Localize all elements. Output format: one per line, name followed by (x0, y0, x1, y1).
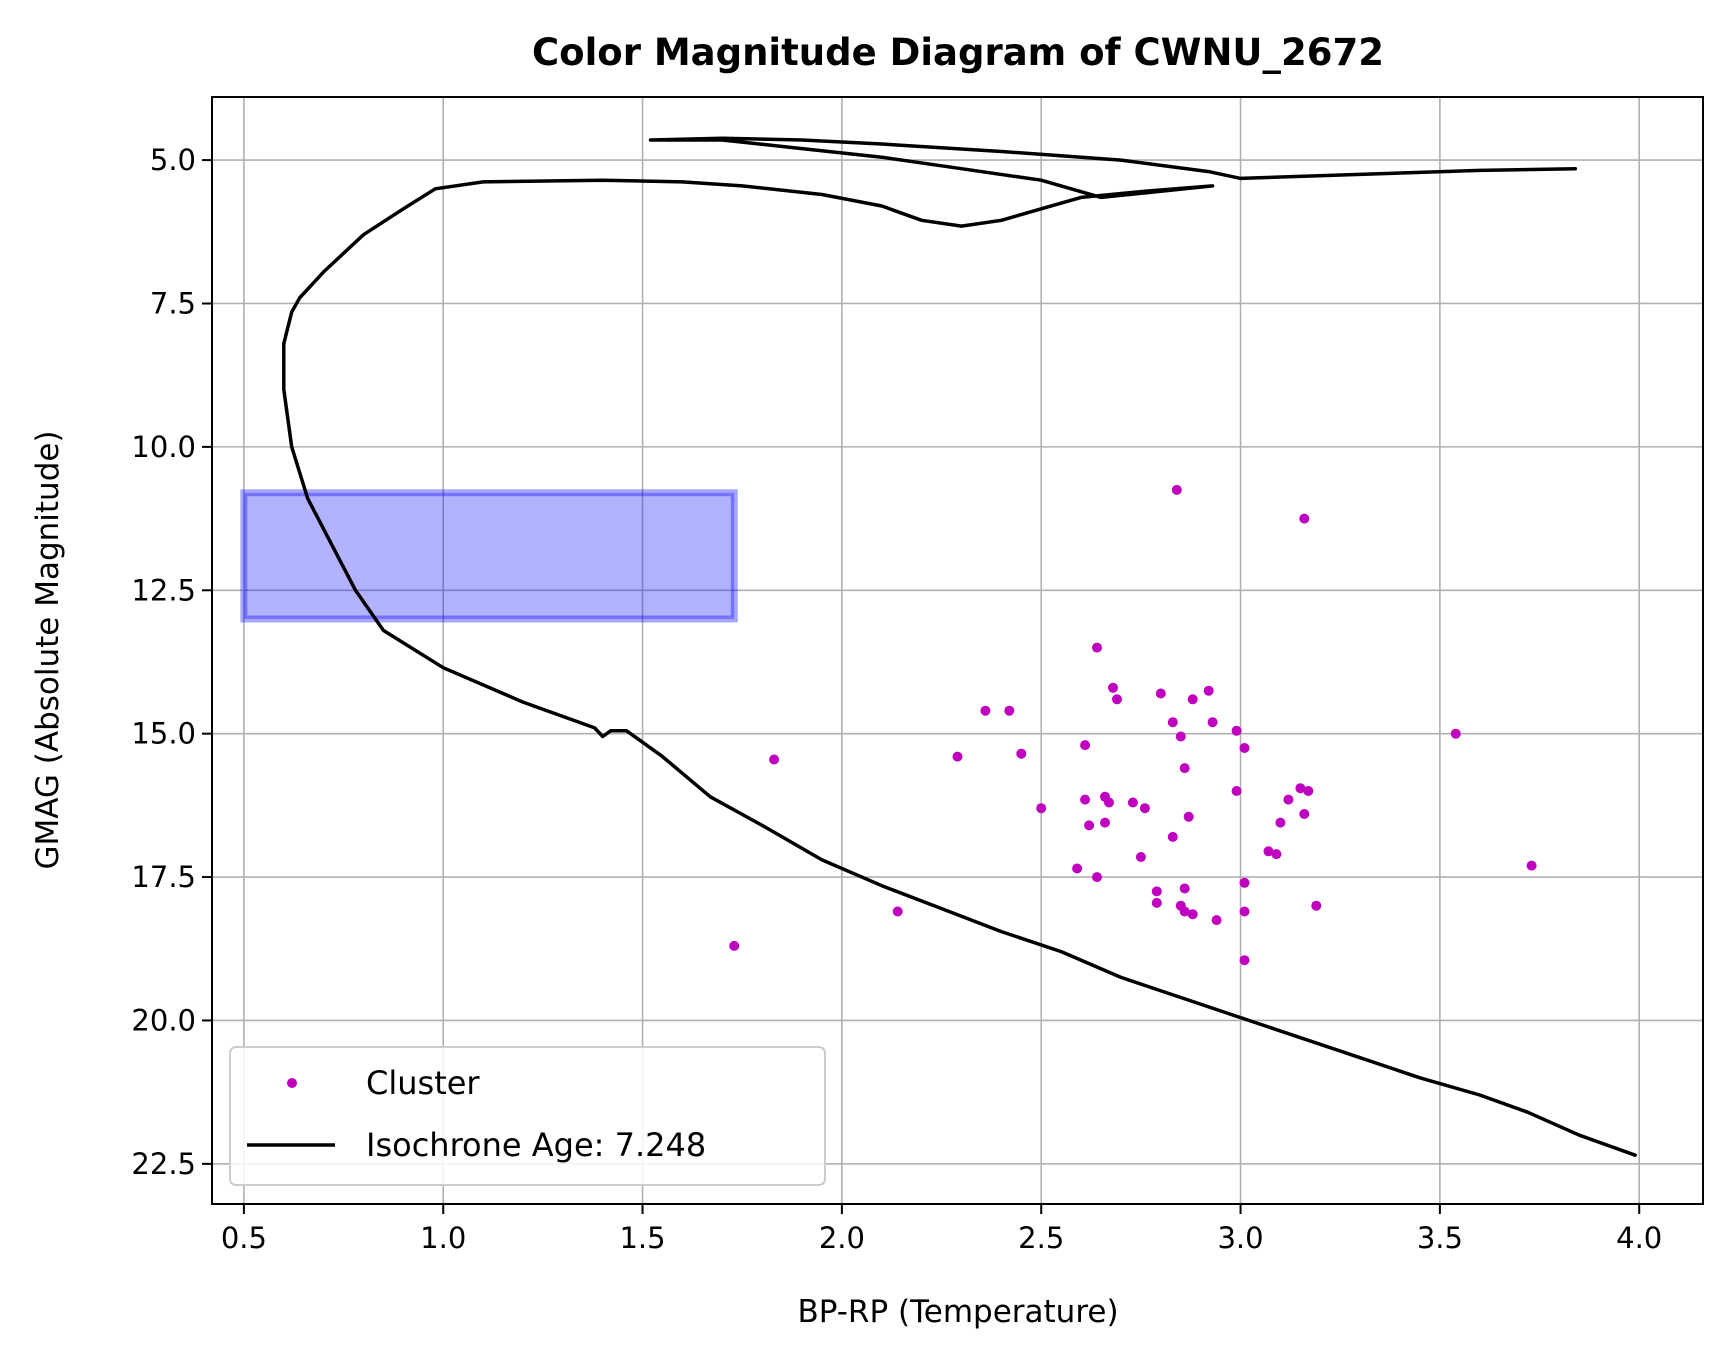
cluster-point (1179, 906, 1190, 917)
cluster-point (1127, 797, 1138, 808)
legend-cluster-label: Cluster (366, 1064, 480, 1102)
cluster-point (1100, 817, 1110, 828)
cluster-point (1203, 685, 1214, 696)
cluster-point (1239, 877, 1250, 888)
y-tick-label: 17.5 (131, 860, 196, 894)
x-tick-label: 0.5 (221, 1221, 267, 1255)
cluster-point (1092, 872, 1102, 883)
cluster-point (980, 705, 991, 716)
cluster-point (1092, 642, 1102, 653)
x-tick-label: 2.5 (1018, 1221, 1064, 1255)
cluster-point (1299, 513, 1310, 524)
cluster-point (1299, 809, 1310, 819)
cluster-point (1080, 794, 1091, 805)
cluster-point (1175, 731, 1186, 742)
legend-isochrone-label: Isochrone Age: 7.248 (366, 1126, 706, 1164)
plot-frame (211, 96, 1704, 1205)
cluster-point (1155, 688, 1166, 699)
highlight-box-layer (240, 489, 738, 623)
cluster-point (1179, 883, 1190, 894)
chart-title: Color Magnitude Diagram of CWNU_2672 (532, 31, 1384, 74)
cluster-point (1108, 682, 1118, 693)
highlight-box (240, 489, 738, 623)
cluster-point (1179, 763, 1190, 774)
cluster-point (1187, 694, 1198, 705)
x-axis-ticks: 0.5 1.0 1.5 2.0 2.5 3.0 3.5 4.0 (221, 1204, 1662, 1255)
cluster-point (1072, 863, 1083, 874)
cluster-point (1151, 886, 1162, 897)
y-tick-label: 7.5 (150, 286, 196, 320)
cluster-point (1135, 852, 1146, 862)
x-tick-label: 3.5 (1417, 1221, 1463, 1255)
cluster-point (1139, 803, 1150, 814)
y-tick-label: 22.5 (131, 1147, 196, 1181)
y-axis-ticks: 5.0 7.5 10.0 12.5 15.0 17.5 20.0 22.5 (131, 143, 212, 1181)
y-tick-label: 5.0 (150, 143, 196, 177)
cluster-point (1275, 817, 1286, 828)
cluster-point (892, 906, 903, 917)
cluster-point (1183, 811, 1194, 822)
x-tick-label: 1.5 (619, 1221, 665, 1255)
legend-box (229, 1046, 826, 1186)
cluster-point (1231, 725, 1242, 736)
x-tick-label: 4.0 (1616, 1221, 1662, 1255)
cluster-point (952, 751, 963, 762)
cluster-point (1271, 849, 1282, 860)
cluster-point (1084, 820, 1095, 831)
x-axis-label: BP-RP (Temperature) (797, 1294, 1118, 1330)
cluster-point (1207, 717, 1218, 728)
cluster-point (769, 754, 780, 765)
cluster-point (1239, 955, 1250, 966)
cluster-point (729, 940, 740, 951)
cluster-point (1283, 794, 1294, 805)
isochrone-line (282, 136, 1637, 1157)
cluster-point (1231, 786, 1242, 796)
cluster-point (1303, 786, 1314, 796)
x-tick-label: 1.0 (420, 1221, 466, 1255)
y-tick-label: 12.5 (131, 573, 196, 607)
grid (212, 97, 1703, 1204)
cluster-point (1036, 803, 1047, 814)
cluster-point (1526, 860, 1537, 871)
cluster-point (1239, 906, 1250, 917)
cluster-point (1171, 484, 1182, 495)
cluster-point (1080, 740, 1091, 751)
legend: Cluster Isochrone Age: 7.248 (229, 1046, 826, 1186)
isochrone-layer (282, 136, 1637, 1157)
cluster-point (1151, 897, 1162, 908)
cluster-point (1450, 728, 1461, 739)
cluster-point (1211, 915, 1222, 926)
x-tick-label: 3.0 (1217, 1221, 1263, 1255)
cluster-layer (729, 484, 1537, 966)
y-axis-label: GMAG (Absolute Magnitude) (30, 430, 66, 869)
cluster-point (1112, 694, 1122, 705)
cluster-point (1263, 846, 1274, 857)
y-tick-label: 10.0 (131, 430, 196, 464)
y-tick-label: 20.0 (131, 1003, 196, 1037)
cluster-point (1295, 783, 1306, 794)
cluster-point (1311, 900, 1322, 911)
cluster-point (1167, 831, 1178, 842)
y-tick-label: 15.0 (131, 717, 196, 751)
cluster-point (1187, 909, 1198, 920)
cluster-point (1239, 743, 1250, 753)
legend-cluster-marker (287, 1078, 297, 1088)
cluster-point (1004, 705, 1015, 716)
cluster-point (1167, 717, 1178, 728)
cluster-point (1104, 797, 1114, 808)
cluster-point (1016, 748, 1027, 759)
x-tick-label: 2.0 (819, 1221, 865, 1255)
